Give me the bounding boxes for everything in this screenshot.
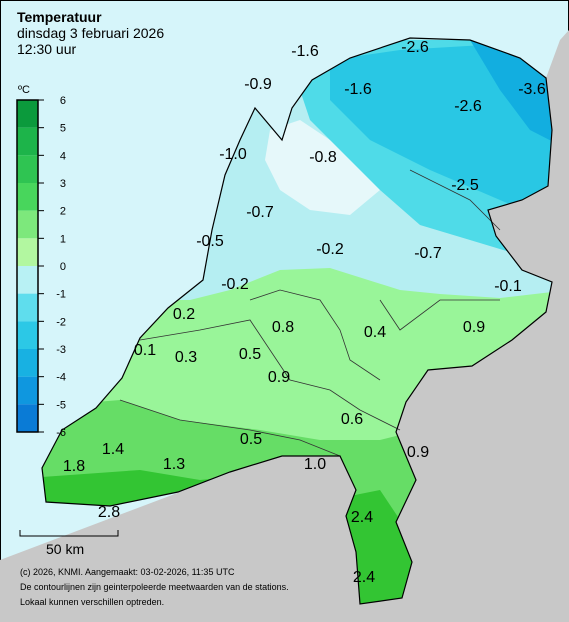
legend-swatch	[17, 349, 38, 377]
station-value: 1.8	[63, 458, 85, 475]
legend-label: -5	[56, 399, 66, 411]
station-value: 0.5	[239, 346, 261, 363]
title: Temperatuur	[17, 9, 102, 25]
legend-swatch	[17, 210, 38, 239]
station-value: -2.5	[451, 177, 479, 194]
station-value: -0.9	[244, 76, 272, 93]
station-value: 0.6	[341, 411, 363, 428]
legend-swatch	[17, 183, 38, 211]
legend-swatch	[17, 404, 38, 432]
country-outline	[41, 37, 553, 605]
station-value: -0.7	[246, 204, 274, 221]
station-labels: -1.6 -2.6 -0.9 -1.6 -2.6 -3.6 -1.0 -0.8 -2.5 -0.7…	[63, 39, 546, 586]
station-value: -0.5	[196, 233, 224, 250]
legend-swatch	[17, 376, 38, 405]
legend-label: 5	[60, 123, 66, 135]
station-value: 0.1	[134, 342, 156, 359]
station-value: 0.9	[463, 319, 485, 336]
legend-label: 1	[60, 233, 66, 245]
station-value: -0.8	[309, 149, 337, 166]
legend-swatch	[17, 293, 38, 322]
legend-label: -4	[56, 372, 66, 384]
station-value: -2.6	[401, 39, 429, 56]
legend-label: 6	[60, 95, 66, 107]
province-borders	[119, 169, 501, 457]
scale-label: 50 km	[46, 541, 84, 557]
station-value: 0.9	[407, 444, 429, 461]
legend-label: -2	[56, 316, 66, 328]
legend-label: 3	[60, 178, 66, 190]
station-value: -1.6	[291, 43, 319, 60]
legend-swatch	[17, 100, 38, 128]
legend-swatch	[17, 321, 38, 349]
legend-label: 0	[60, 261, 66, 273]
legend: 6 5 4 3 2 1 0 -1 -2 -3 -4 -5 -6	[16, 95, 66, 439]
station-value: 0.4	[364, 324, 386, 341]
station-value: -1.6	[344, 81, 372, 98]
station-value: -2.6	[454, 98, 482, 115]
station-value: -3.6	[518, 81, 546, 98]
legend-swatch	[17, 266, 38, 294]
footer-line: De contourlijnen zijn geinterpoleerde me…	[20, 582, 289, 592]
station-value: -0.7	[414, 245, 442, 262]
footer-line: Lokaal kunnen verschillen optreden.	[20, 597, 164, 607]
station-value: 1.0	[304, 456, 326, 473]
station-value: -1.0	[219, 146, 247, 163]
station-value: 1.4	[102, 441, 124, 458]
station-value: -0.2	[221, 276, 249, 293]
footer-line: (c) 2026, KNMI. Aangemaakt: 03-02-2026, …	[20, 567, 235, 577]
scale-bar	[19, 530, 119, 537]
station-value: 0.8	[272, 319, 294, 336]
station-value: 2.4	[353, 569, 375, 586]
station-value: 0.9	[268, 369, 290, 386]
station-value: 0.2	[173, 306, 195, 323]
station-value: 2.8	[98, 504, 120, 521]
station-value: 0.5	[240, 431, 262, 448]
legend-unit: ºC	[18, 84, 30, 96]
station-value: 2.4	[351, 509, 373, 526]
legend-swatch	[17, 155, 38, 183]
legend-swatch	[17, 127, 38, 156]
station-value: -0.2	[316, 241, 344, 258]
legend-label: -6	[56, 427, 66, 439]
legend-swatch	[17, 238, 38, 266]
legend-label: 2	[60, 206, 66, 218]
station-value: 1.3	[163, 456, 185, 473]
station-value: -0.1	[494, 278, 522, 295]
station-value: 0.3	[175, 349, 197, 366]
legend-label: -3	[56, 344, 66, 356]
time: 12:30 uur	[17, 41, 76, 57]
date: dinsdag 3 februari 2026	[17, 25, 164, 41]
legend-label: -1	[56, 289, 66, 301]
legend-label: 4	[60, 150, 66, 162]
